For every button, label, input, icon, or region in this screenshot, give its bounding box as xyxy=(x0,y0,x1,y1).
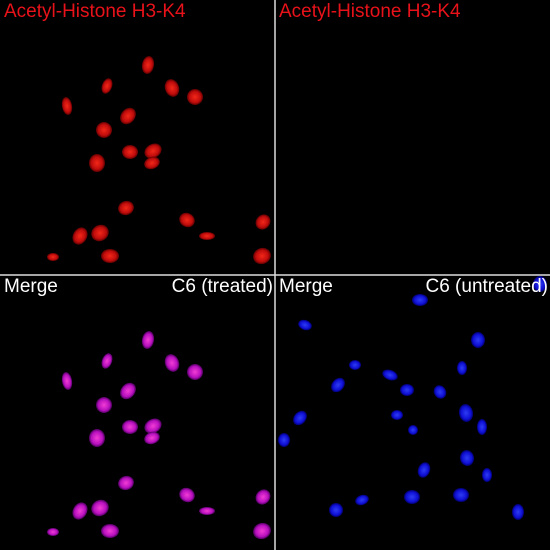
cell xyxy=(400,384,414,396)
cell xyxy=(164,79,180,97)
cell xyxy=(417,462,431,478)
cell xyxy=(199,232,215,240)
cell xyxy=(144,156,160,170)
cell xyxy=(122,420,138,434)
cell xyxy=(459,450,475,466)
cell xyxy=(89,154,105,172)
panel-label: Merge xyxy=(4,276,58,297)
cell xyxy=(199,507,215,515)
cell xyxy=(408,425,418,435)
cell xyxy=(101,524,119,538)
cell xyxy=(47,528,59,536)
cell xyxy=(404,490,420,504)
cell xyxy=(453,488,469,502)
panel-label: Acetyl-Histone H3-K4 xyxy=(4,1,186,22)
cell xyxy=(179,487,195,503)
cell xyxy=(355,494,369,506)
cell xyxy=(96,122,112,138)
cell xyxy=(120,107,136,125)
cell xyxy=(255,489,271,505)
cell xyxy=(101,78,113,94)
cell xyxy=(118,200,134,216)
cell xyxy=(101,249,119,263)
cell xyxy=(278,433,290,447)
cells xyxy=(47,56,547,540)
cell xyxy=(89,429,105,447)
cell xyxy=(118,475,134,491)
cell xyxy=(141,331,155,349)
cell xyxy=(61,97,73,115)
cell xyxy=(253,247,271,265)
cell xyxy=(141,56,155,74)
sample-label: C6 (treated) xyxy=(172,276,273,297)
cell xyxy=(298,319,312,331)
cell xyxy=(412,294,428,306)
cell xyxy=(164,354,180,372)
cell xyxy=(382,369,398,381)
cell xyxy=(96,397,112,413)
cell xyxy=(120,382,136,400)
cell xyxy=(122,145,138,159)
cell xyxy=(533,276,547,292)
panel-label: Acetyl-Histone H3-K4 xyxy=(279,1,461,22)
cell xyxy=(512,504,524,520)
cell xyxy=(482,468,492,482)
cell xyxy=(391,410,403,420)
cell xyxy=(47,253,59,261)
sample-label: C6 (untreated) xyxy=(425,276,548,297)
cell xyxy=(331,377,345,393)
cell xyxy=(293,410,307,426)
cell xyxy=(144,143,162,159)
cell xyxy=(255,214,271,230)
cell xyxy=(72,502,88,520)
cell xyxy=(91,499,109,517)
cell xyxy=(187,89,203,105)
cell xyxy=(477,419,487,435)
cell xyxy=(72,227,88,245)
cell xyxy=(457,361,467,375)
cell xyxy=(61,372,73,390)
cell xyxy=(471,332,485,348)
cell xyxy=(91,224,109,242)
cell xyxy=(144,418,162,434)
cell xyxy=(458,404,474,422)
cell xyxy=(101,353,113,369)
panel-label: Merge xyxy=(279,276,333,297)
cell xyxy=(349,360,361,370)
cell xyxy=(253,522,271,540)
cell xyxy=(329,503,343,517)
cell xyxy=(144,431,160,445)
cell xyxy=(187,364,203,380)
cell xyxy=(433,385,447,399)
cell xyxy=(179,212,195,228)
